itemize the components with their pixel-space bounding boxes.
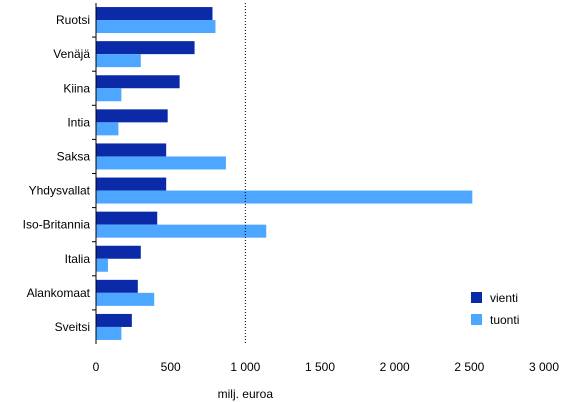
bar-vienti-ruotsi — [96, 7, 213, 21]
category-label-alankomaat: Alankomaat — [27, 286, 91, 300]
legend-swatch-tuonti — [471, 314, 482, 325]
x-tick-label: 500 — [161, 360, 181, 374]
bar-tuonti-venaja — [96, 54, 141, 68]
x-tick-label: 1 500 — [305, 360, 335, 374]
x-tick-label: 2 500 — [454, 360, 484, 374]
x-tick-label: 1 000 — [230, 360, 260, 374]
category-label-saksa: Saksa — [57, 149, 91, 163]
x-tick-label: 0 — [93, 360, 100, 374]
bar-vienti-iso-britannia — [96, 211, 158, 225]
category-label-yhdysvallat: Yhdysvallat — [29, 184, 91, 198]
bar-tuonti-saksa — [96, 156, 226, 170]
category-label-intia: Intia — [67, 115, 90, 129]
bar-vienti-venaja — [96, 41, 195, 55]
bar-tuonti-kiina — [96, 88, 122, 102]
bar-vienti-kiina — [96, 75, 180, 89]
bar-tuonti-yhdysvallat — [96, 190, 473, 204]
bar-vienti-saksa — [96, 143, 167, 157]
legend-label-vienti: vienti — [490, 291, 518, 305]
bar-tuonti-alankomaat — [96, 292, 155, 306]
bar-tuonti-iso-britannia — [96, 224, 267, 238]
legend-label-tuonti: tuonti — [490, 313, 519, 327]
x-tick-label: 3 000 — [529, 360, 559, 374]
category-label-iso-britannia: Iso-Britannia — [23, 218, 91, 232]
bar-vienti-intia — [96, 109, 168, 123]
bar-vienti-alankomaat — [96, 279, 138, 293]
bar-vienti-italia — [96, 245, 141, 259]
category-labels: Ruotsi Venäjä Kiina Intia Saksa Yhdysvallat Is… — [23, 13, 96, 334]
x-axis-ticks: 0 500 1 000 1 500 2 000 2 500 3 000 — [93, 360, 560, 374]
category-label-sveitsi: Sveitsi — [55, 320, 90, 334]
bar-tuonti-italia — [96, 258, 108, 272]
bar-tuonti-sveitsi — [96, 326, 122, 340]
legend: vienti tuonti — [471, 291, 519, 327]
bar-tuonti-ruotsi — [96, 20, 216, 34]
bars-group — [96, 7, 473, 340]
category-label-venaja: Venäjä — [53, 47, 90, 61]
bar-vienti-sveitsi — [96, 313, 132, 327]
x-axis-title: milj. euroa — [218, 387, 274, 401]
category-label-ruotsi: Ruotsi — [56, 13, 90, 27]
x-tick-label: 2 000 — [380, 360, 410, 374]
category-label-italia: Italia — [65, 252, 91, 266]
category-label-kiina: Kiina — [63, 81, 90, 95]
bar-vienti-yhdysvallat — [96, 177, 167, 191]
legend-swatch-vienti — [471, 292, 482, 303]
bar-tuonti-intia — [96, 122, 119, 136]
